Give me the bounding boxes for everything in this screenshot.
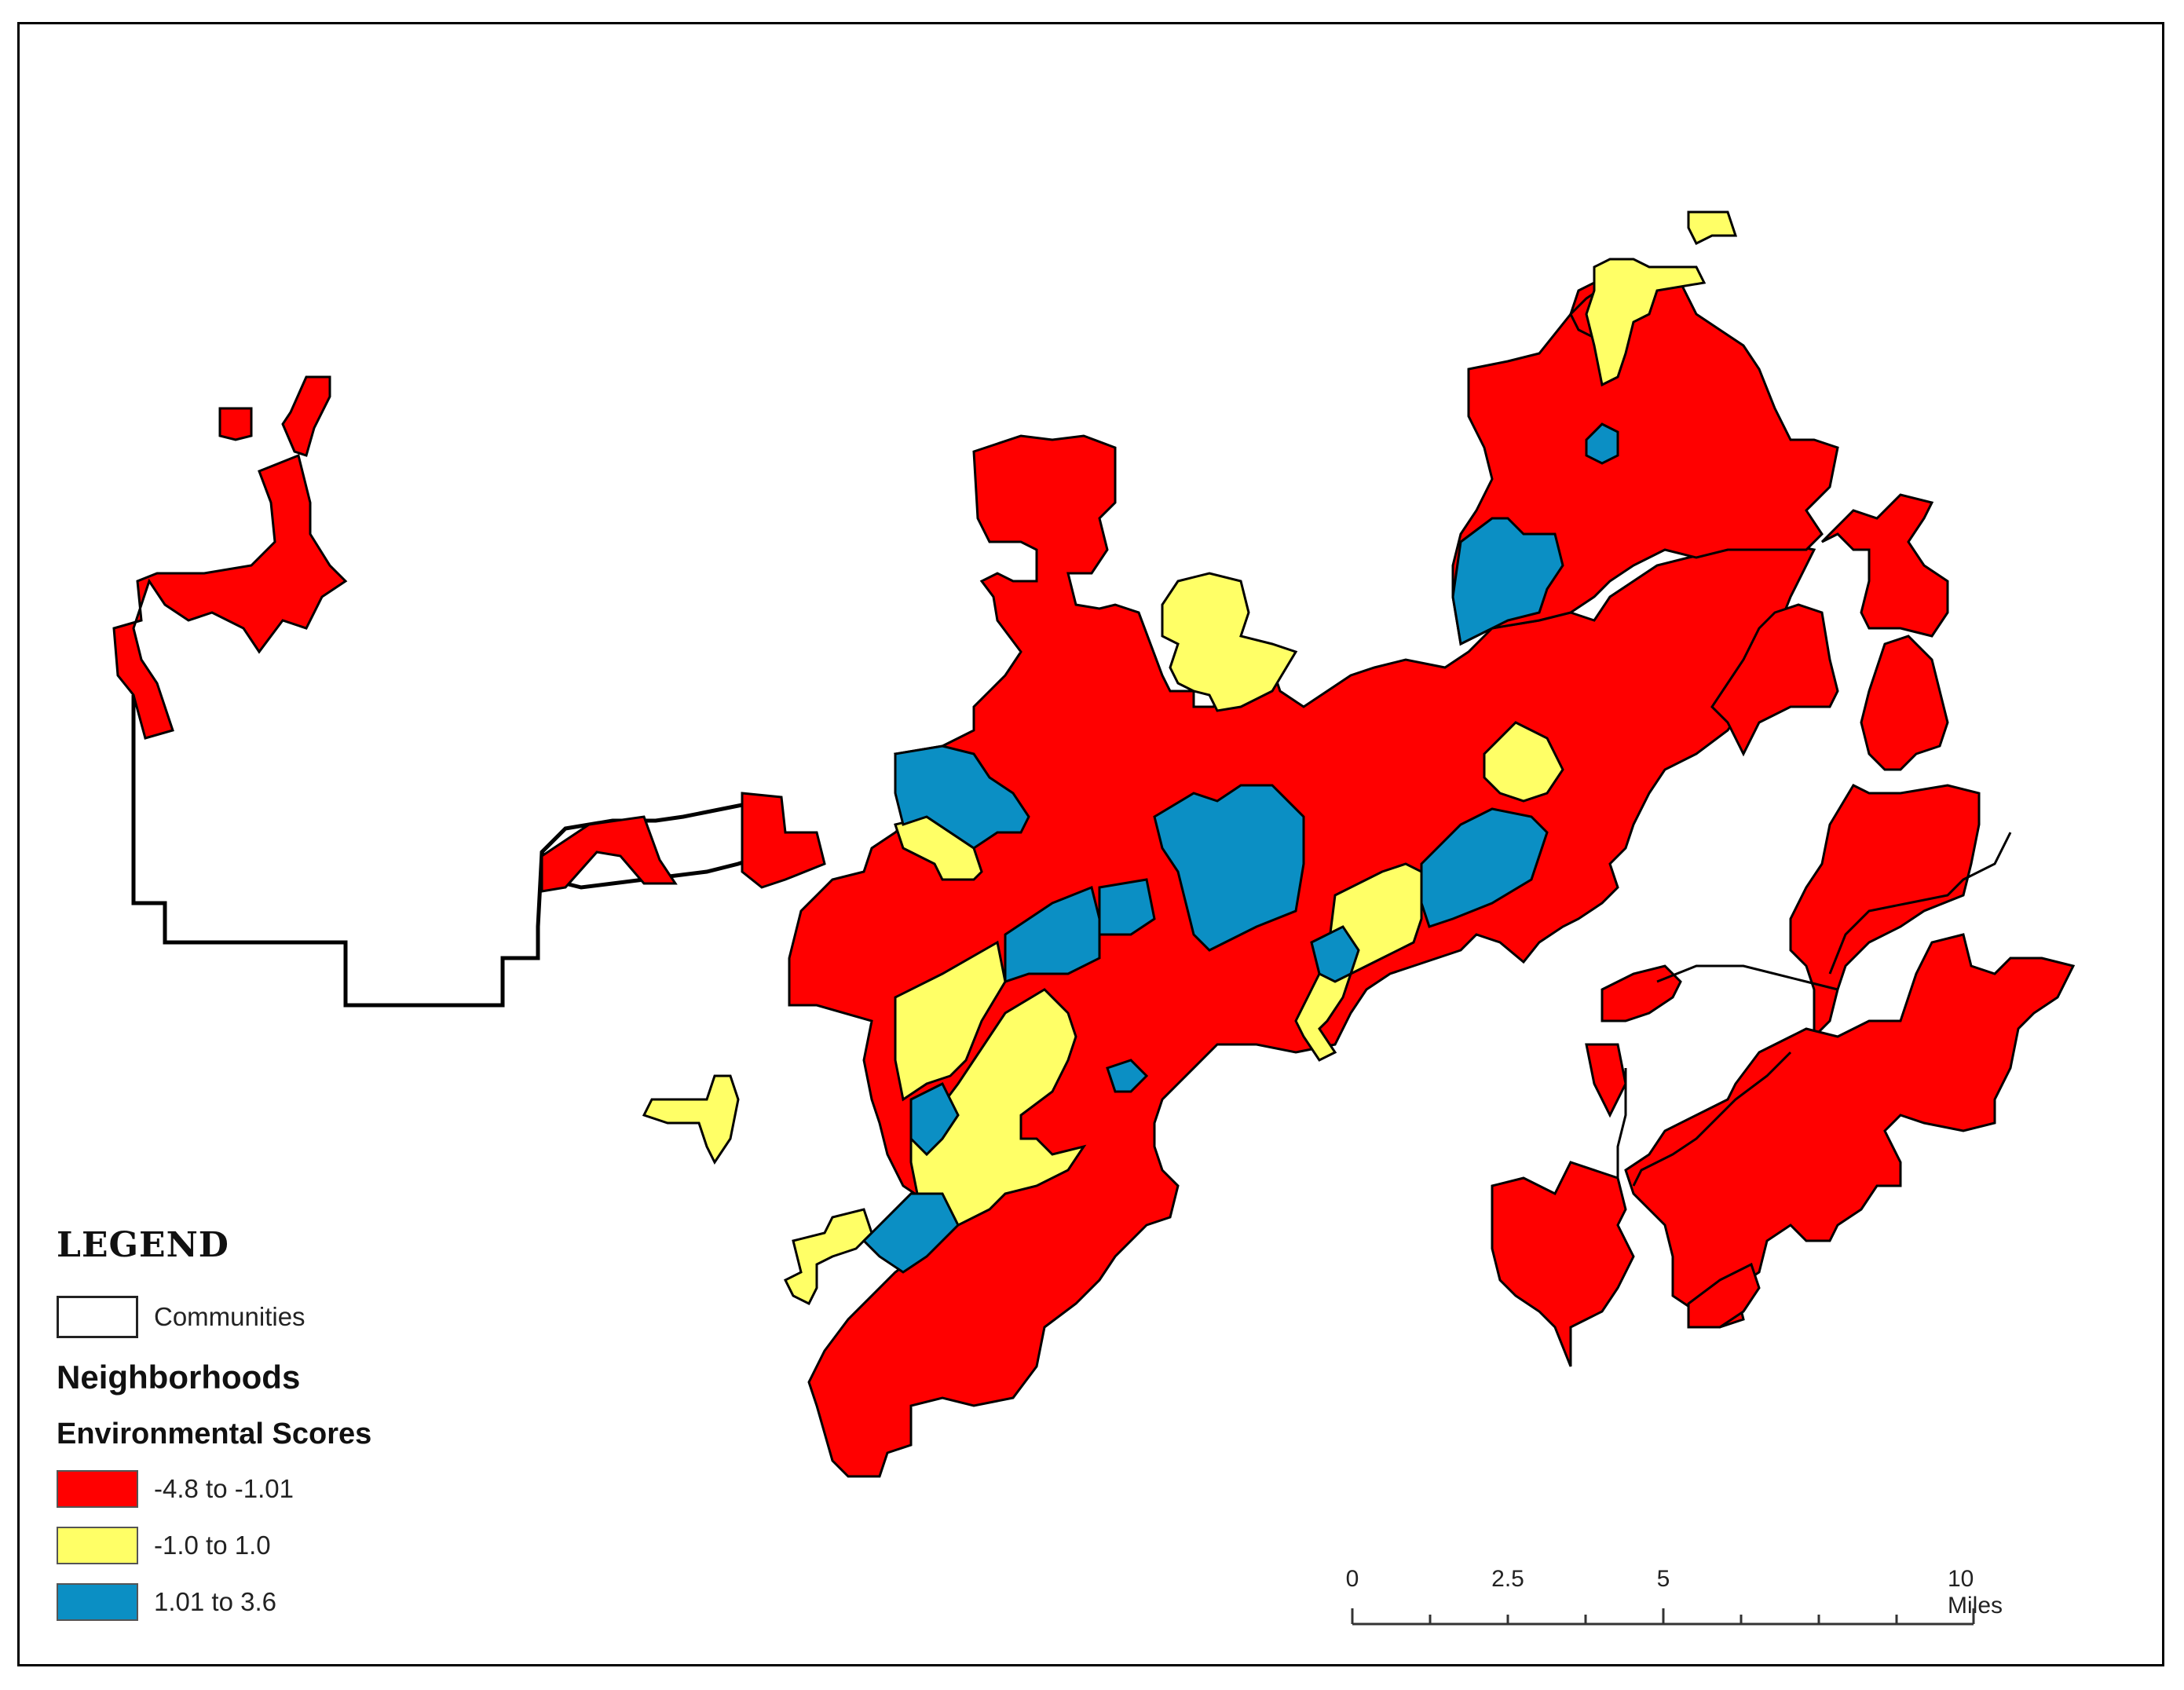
score-mid-swatch: [57, 1527, 138, 1564]
region-yellow: [909, 988, 1087, 1243]
region-red: [1491, 1161, 1635, 1367]
region-blue: [1585, 422, 1619, 465]
score-low-swatch: [57, 1470, 138, 1508]
region-blue: [1420, 807, 1549, 928]
region-red: [112, 375, 348, 740]
map-frame: [17, 22, 2164, 1666]
region-red: [741, 792, 826, 889]
environmental-scores-heading: Environmental Scores: [57, 1417, 372, 1450]
region-blue: [1106, 1059, 1149, 1093]
region-blue: [894, 744, 1030, 850]
region-blue: [1310, 925, 1360, 983]
legend-item-communities: Communities: [57, 1296, 305, 1338]
region-yellow: [783, 1208, 873, 1306]
legend-item-score-low: -4.8 to -1.01: [57, 1470, 294, 1508]
region-yellow: [1483, 721, 1564, 803]
region-red: [1710, 493, 1949, 771]
region-blue: [1451, 517, 1564, 646]
region-red: [540, 815, 678, 893]
score-high-swatch: [57, 1583, 138, 1621]
communities-label: Communities: [154, 1302, 305, 1331]
region-red: [218, 407, 253, 441]
region-yellow: [1585, 210, 1738, 387]
scale-label-2-5: 2.5: [1491, 1566, 1524, 1592]
legend-item-score-high: 1.01 to 3.6: [57, 1583, 276, 1621]
region-blue: [1153, 784, 1305, 952]
scale-label-10-miles: 10 Miles: [1948, 1566, 2003, 1619]
region-blue: [862, 1192, 960, 1274]
score-mid-label: -1.0 to 1.0: [154, 1531, 271, 1560]
neighborhoods-heading: Neighborhoods: [57, 1359, 301, 1396]
region-blue: [1098, 878, 1156, 936]
community-boundary-east: [1616, 832, 2012, 1187]
score-high-label: 1.01 to 3.6: [154, 1587, 276, 1616]
communities-swatch: [57, 1296, 138, 1338]
region-blue: [1004, 885, 1101, 984]
scale-label-0: 0: [1345, 1566, 1359, 1592]
community-boundary-west: [131, 695, 764, 1008]
region-red: [1789, 784, 1981, 1040]
scale-label-5: 5: [1656, 1566, 1670, 1592]
region-yellow: [642, 1074, 740, 1165]
region-yellow: [1161, 572, 1298, 712]
region-blue: [909, 1081, 960, 1157]
region-red: [788, 434, 1816, 1478]
score-low-label: -4.8 to -1.01: [154, 1474, 294, 1503]
legend-item-score-mid: -1.0 to 1.0: [57, 1527, 271, 1564]
region-yellow: [1294, 862, 1423, 1062]
legend-title: LEGEND: [57, 1225, 229, 1265]
region-red: [1624, 933, 2076, 1329]
region-red: [1585, 964, 1761, 1329]
region-yellow: [894, 940, 1007, 1102]
